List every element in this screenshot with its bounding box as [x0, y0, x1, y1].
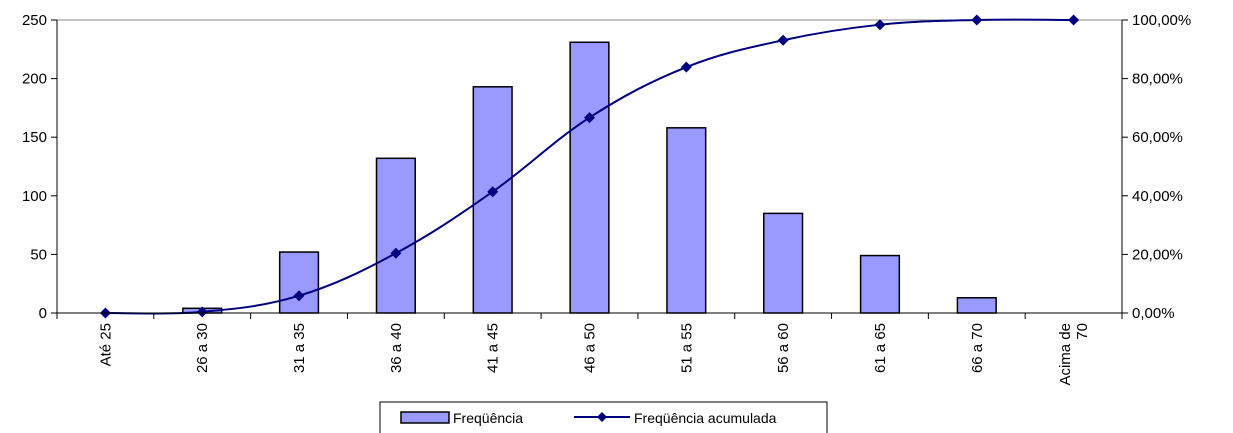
left-tick-label-0: 0 [39, 305, 47, 322]
x-tick-label-4: 41 a 45 [485, 323, 502, 373]
cumulative-marker-7 [777, 34, 789, 46]
x-tick-label-line-8-0: 61 a 65 [872, 323, 889, 373]
plot-area [57, 14, 1122, 319]
x-tick-label-line-9-0: 66 a 70 [969, 323, 986, 373]
right-tick-label-2: 40,00% [1132, 188, 1183, 205]
left-tick-label-2: 100 [22, 188, 47, 205]
x-tick-label-10: Acima de 70 [1057, 323, 1091, 386]
legend-label-frequency: Freqüência [453, 410, 523, 426]
x-tick-label-3: 36 a 40 [388, 323, 405, 373]
bar-8 [859, 254, 901, 314]
cumulative-marker-2 [293, 290, 305, 302]
cumulative-marker-10 [1068, 14, 1080, 26]
legend-label-cumulative: Freqüência acumulada [634, 410, 777, 426]
cumulative-marker-5 [584, 112, 595, 124]
cumulative-marker-3 [390, 247, 402, 259]
x-tick-label-6: 51 a 55 [678, 323, 695, 373]
right-tick-label-3: 60,00% [1132, 129, 1183, 146]
x-tick-label-line-2-0: 31 a 35 [291, 323, 308, 373]
x-tick-label-9: 66 a 70 [969, 323, 986, 373]
x-tick-label-line-10-0: Acima de [1057, 323, 1074, 386]
right-tick-label-5: 100,00% [1132, 12, 1191, 29]
cumulative-marker-6 [680, 61, 692, 73]
left-axis: 0 50 100 150 200 250 [22, 12, 58, 322]
x-tick-label-7: 56 a 60 [775, 323, 792, 373]
bar-3 [375, 157, 416, 314]
right-tick-label-1: 20,00% [1132, 246, 1183, 263]
x-tick-label-5: 46 a 50 [582, 323, 599, 373]
cumulative-marker-8 [874, 19, 886, 31]
x-tick-label-line-0-0: Até 25 [97, 323, 114, 366]
x-tick-label-0: Até 25 [97, 323, 114, 366]
x-tick-label-8: 61 a 65 [872, 323, 889, 373]
cumulative-marker-4 [487, 186, 499, 198]
x-tick-label-line-4-0: 41 a 45 [485, 323, 502, 373]
bar-2 [278, 251, 320, 314]
x-tick-label-line-6-0: 51 a 55 [678, 323, 695, 373]
left-tick-label-5: 250 [22, 12, 47, 29]
right-tick-label-0: 0,00% [1132, 305, 1175, 322]
legend-bar-swatch [400, 411, 450, 424]
x-tick-label-line-10-1: 70 [1074, 323, 1091, 340]
x-tick-label-line-5-0: 46 a 50 [582, 323, 599, 373]
x-axis: Até 25 26 a 30 31 a 35 36 a 40 41 a 45 46 a 5… [56, 312, 1123, 386]
bar-5 [569, 41, 610, 314]
x-tick-label-2: 31 a 35 [291, 323, 308, 373]
x-tick-label-line-1-0: 26 a 30 [194, 323, 211, 373]
legend: Freqüência Freqüência acumulada [379, 401, 828, 433]
left-tick-label-3: 150 [22, 129, 47, 146]
bar-9 [956, 297, 997, 314]
right-tick-label-4: 80,00% [1132, 71, 1183, 88]
x-tick-label-line-3-0: 36 a 40 [388, 323, 405, 373]
left-tick-label-4: 200 [22, 71, 47, 88]
cumulative-marker-1 [196, 306, 208, 318]
x-tick-label-line-7-0: 56 a 60 [775, 323, 792, 373]
right-axis: 0,00% 20,00% 40,00% 60,00% 80,00% 100,00% [1121, 12, 1191, 322]
cumulative-marker-9 [971, 14, 983, 26]
bar-7 [763, 212, 804, 314]
bar-6 [666, 127, 707, 314]
legend-diamond-marker [597, 412, 607, 422]
x-tick-label-1: 26 a 30 [194, 323, 211, 373]
left-tick-label-1: 50 [30, 246, 47, 263]
